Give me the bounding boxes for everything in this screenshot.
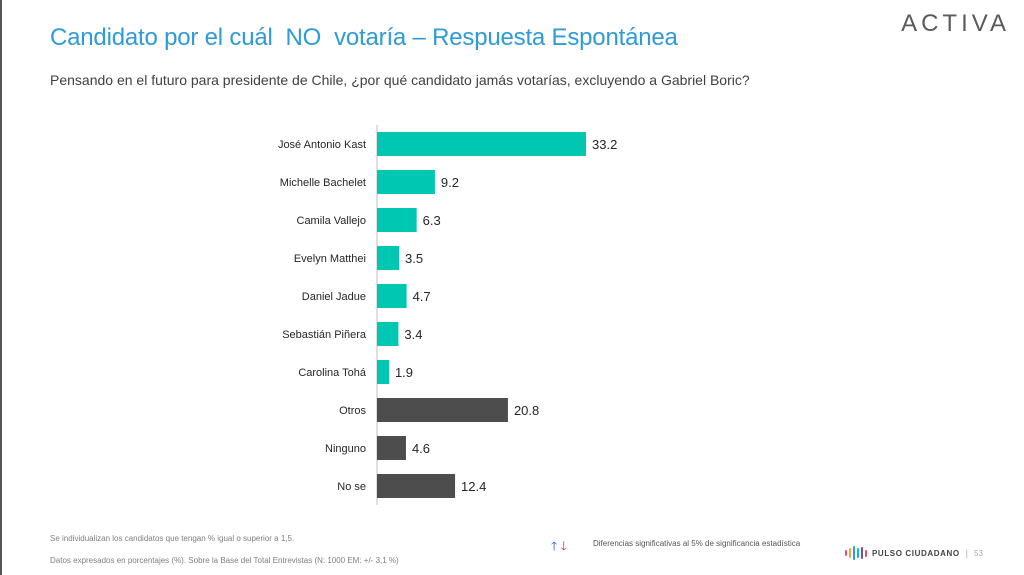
brand-name: PULSO CIUDADANO xyxy=(872,548,960,558)
bar xyxy=(377,322,399,346)
bar xyxy=(377,436,406,460)
bar xyxy=(377,208,417,232)
category-label: Evelyn Matthei xyxy=(294,253,366,265)
pulso-ciudadano-brand: PULSO CIUDADANO | 53 xyxy=(845,546,983,560)
category-label: No se xyxy=(337,481,366,493)
bar xyxy=(377,284,407,308)
value-label: 33.2 xyxy=(592,137,617,152)
footnote-threshold: Se individualizan los candidatos que ten… xyxy=(50,534,295,543)
significance-arrows: 🡑 🡓 xyxy=(551,537,567,558)
logo-bar xyxy=(849,548,851,558)
logo-bar xyxy=(865,549,867,557)
category-label: Carolina Tohá xyxy=(298,367,367,379)
bar xyxy=(377,360,389,384)
arrow-down-icon: 🡓 xyxy=(560,539,567,553)
footnote-base: Datos expresados en porcentajes (%). Sob… xyxy=(50,556,399,565)
value-label: 4.6 xyxy=(412,441,430,456)
significance-legend: Diferencias significativas al 5% de sign… xyxy=(593,539,801,548)
category-label: Daniel Jadue xyxy=(302,291,366,303)
logo-bar xyxy=(845,550,847,556)
bar xyxy=(377,398,508,422)
activa-logo: ACTIVA xyxy=(901,10,1010,37)
logo-bar xyxy=(853,546,855,560)
page-left-rule xyxy=(0,0,2,575)
bar xyxy=(377,246,400,270)
arrow-up-icon: 🡑 xyxy=(551,539,558,553)
logo-bar xyxy=(861,547,863,559)
category-label: Sebastián Piñera xyxy=(282,329,367,341)
category-label: Camila Vallejo xyxy=(297,215,367,227)
bar xyxy=(377,474,456,498)
pulso-logo-icon xyxy=(845,546,867,560)
category-label: Michelle Bachelet xyxy=(280,177,366,189)
bar xyxy=(377,132,586,156)
value-label: 1.9 xyxy=(395,365,413,380)
bar xyxy=(377,170,435,194)
page-number: 53 xyxy=(974,548,983,558)
brand-separator: | xyxy=(965,548,969,558)
value-label: 20.8 xyxy=(514,403,539,418)
category-label: Otros xyxy=(339,405,366,417)
category-label: Ninguno xyxy=(325,443,366,455)
value-label: 12.4 xyxy=(461,479,486,494)
category-label: José Antonio Kast xyxy=(278,139,366,151)
value-label: 3.5 xyxy=(405,251,423,266)
value-label: 6.3 xyxy=(423,213,441,228)
value-label: 9.2 xyxy=(441,175,459,190)
page-title: Candidato por el cuál NO votaría – Respu… xyxy=(50,24,678,51)
value-label: 3.4 xyxy=(404,327,422,342)
logo-bar xyxy=(857,548,859,558)
value-label: 4.7 xyxy=(413,289,431,304)
page-subtitle: Pensando en el futuro para presidente de… xyxy=(50,72,750,88)
